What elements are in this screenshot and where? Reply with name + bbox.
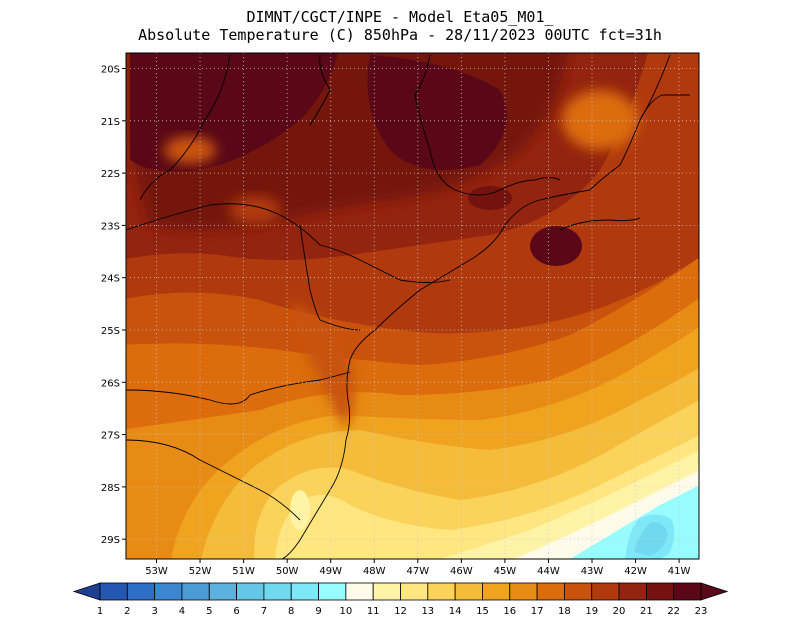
colorbar-segment — [427, 582, 456, 601]
lon-label: 52W — [189, 566, 212, 577]
colorbar-segment — [290, 582, 319, 601]
colorbar-segment — [673, 582, 702, 601]
lat-label: 23S — [101, 221, 120, 232]
chart-title-line1: DIMNT/CGCT/INPE - Model Eta05_M01_ — [246, 8, 554, 26]
latitude-labels: 20S 21S 22S 23S 24S 25S 26S 27S 28S 29S — [101, 65, 126, 546]
colorbar-segment — [645, 582, 675, 601]
colorbar-segment — [181, 582, 210, 601]
chart-title-line2: Absolute Temperature (C) 850hPa - 28/11/… — [138, 26, 662, 44]
colorbar-label: 1 — [97, 606, 103, 617]
colorbar-segment — [482, 582, 511, 601]
coastline-and-borders — [126, 54, 690, 559]
lon-label: 49W — [319, 566, 342, 577]
colorbar-label: 18 — [558, 606, 571, 617]
colorbar-min-arrow — [72, 582, 101, 601]
lat-label: 27S — [101, 431, 120, 442]
colorbar-label: 4 — [179, 606, 185, 617]
colorbar-label: 23 — [695, 606, 708, 617]
colorbar-segment — [126, 582, 156, 601]
colorbar-segment — [509, 582, 538, 601]
colorbar-label: 10 — [339, 606, 352, 617]
colorbar-segment — [345, 582, 374, 601]
colorbar-label: 7 — [261, 606, 267, 617]
colorbar-label: 15 — [476, 606, 489, 617]
colorbar-label: 22 — [667, 606, 680, 617]
colorbar-segment — [454, 582, 483, 601]
lon-label: 42W — [624, 566, 647, 577]
colorbar-label: 13 — [421, 606, 434, 617]
lat-label: 21S — [101, 117, 120, 128]
colorbar-segment — [236, 582, 265, 601]
temperature-field — [126, 53, 699, 559]
longitude-labels: 53W 52W 51W 50W 49W 48W 47W 46W 45W 44W 43W 42W 41W — [145, 559, 691, 577]
colorbar-label: 8 — [288, 606, 294, 617]
colorbar-segment — [99, 582, 128, 601]
lon-label: 45W — [494, 566, 517, 577]
lon-label: 46W — [450, 566, 473, 577]
colorbar-max-arrow — [700, 582, 729, 601]
colorbar-label: 20 — [613, 606, 626, 617]
colorbar-label: 17 — [531, 606, 544, 617]
lat-label: 28S — [101, 483, 120, 494]
colorbar-label: 2 — [124, 606, 130, 617]
lon-label: 51W — [232, 566, 255, 577]
colorbar-segment — [400, 582, 429, 601]
lat-label: 26S — [101, 378, 120, 389]
colorbar-segment — [208, 582, 237, 601]
colorbar-segment — [372, 582, 401, 601]
colorbar-label: 14 — [449, 606, 462, 617]
lat-label: 24S — [101, 274, 120, 285]
colorbar-segment — [263, 582, 292, 601]
lon-label: 53W — [145, 566, 168, 577]
colorbar-segment — [154, 582, 183, 601]
lat-lon-grid — [126, 53, 699, 559]
colorbar-segment — [318, 582, 347, 601]
colorbar-label: 9 — [315, 606, 321, 617]
colorbar-label: 19 — [585, 606, 598, 617]
lat-label: 22S — [101, 169, 120, 180]
lat-label: 25S — [101, 326, 120, 337]
colorbar-segment — [564, 582, 593, 601]
lon-label: 47W — [406, 566, 429, 577]
colorbar-segment — [591, 582, 620, 601]
map-frame — [125, 52, 700, 560]
colorbar-segment — [536, 582, 565, 601]
colorbar-label: 16 — [503, 606, 516, 617]
lon-label: 48W — [363, 566, 386, 577]
colorbar-label: 5 — [206, 606, 212, 617]
colorbar-segment — [618, 582, 647, 601]
colorbar: 1 2 3 4 5 6 7 8 9 10 11 12 13 14 15 16 17 18 19 20 21 22 23 — [72, 582, 729, 617]
lat-label: 20S — [101, 65, 120, 76]
colorbar-label: 6 — [233, 606, 239, 617]
lon-label: 44W — [537, 566, 560, 577]
lon-label: 43W — [581, 566, 604, 577]
colorbar-label: 3 — [151, 606, 157, 617]
colorbar-label: 12 — [394, 606, 407, 617]
colorbar-label: 11 — [367, 606, 380, 617]
lat-label: 29S — [101, 535, 120, 546]
lon-label: 41W — [668, 566, 691, 577]
lon-label: 50W — [276, 566, 299, 577]
colorbar-label: 21 — [640, 606, 653, 617]
